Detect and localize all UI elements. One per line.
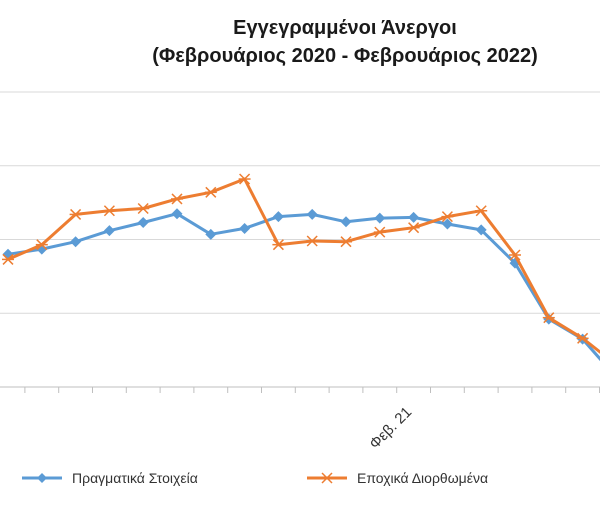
chart-title-line-2: (Φεβρουάριος 2020 - Φεβρουάριος 2022) bbox=[152, 45, 538, 67]
data-point-adjusted bbox=[407, 222, 420, 234]
data-point-actual bbox=[239, 222, 251, 234]
series-line-adjusted bbox=[7, 177, 600, 354]
data-point-actual bbox=[272, 211, 284, 223]
x-tick-label: Φεβ. 21 bbox=[366, 404, 415, 453]
legend-item-adjusted: Εποχικά Διορθωμένα bbox=[305, 470, 488, 486]
series-line-actual bbox=[7, 212, 600, 362]
data-point-adjusted bbox=[137, 202, 150, 215]
data-point-adjusted bbox=[204, 186, 217, 198]
data-point-adjusted bbox=[509, 249, 521, 261]
data-point-adjusted bbox=[373, 226, 386, 238]
data-point-adjusted bbox=[542, 312, 555, 324]
legend-label-adjusted: Εποχικά Διορθωμένα bbox=[357, 470, 489, 486]
data-point-adjusted bbox=[2, 253, 14, 265]
chart-title-line-1: Εγγεγραμμένοι Άνεργοι bbox=[233, 17, 457, 39]
data-point-adjusted bbox=[35, 239, 48, 251]
chart-title: Εγγεγραμμένοι Άνεργοι (Φεβρουάριος 2020 … bbox=[0, 14, 600, 70]
data-point-adjusted bbox=[441, 211, 454, 223]
legend-label-actual: Πραγματικά Στοιχεία bbox=[72, 470, 198, 486]
data-point-actual bbox=[340, 216, 352, 228]
data-point-adjusted bbox=[238, 173, 251, 185]
data-point-actual bbox=[408, 211, 420, 223]
data-point-actual bbox=[475, 224, 487, 236]
data-point-actual bbox=[137, 217, 149, 229]
data-point-adjusted bbox=[475, 205, 488, 217]
data-point-adjusted bbox=[340, 236, 352, 248]
data-point-actual bbox=[374, 212, 386, 224]
legend-swatch-actual bbox=[22, 473, 62, 483]
data-point-actual bbox=[306, 208, 318, 220]
data-point-actual bbox=[70, 236, 82, 248]
data-point-actual bbox=[171, 208, 183, 220]
legend-swatch-adjusted bbox=[307, 472, 347, 484]
data-point-adjusted bbox=[272, 239, 285, 251]
legend-item-actual: Πραγματικά Στοιχεία bbox=[20, 470, 198, 486]
data-point-adjusted bbox=[171, 193, 183, 205]
data-point-adjusted bbox=[103, 205, 116, 217]
data-point-actual bbox=[441, 218, 453, 230]
data-point-adjusted bbox=[576, 332, 589, 344]
data-point-adjusted bbox=[306, 235, 319, 247]
data-point-actual bbox=[205, 228, 217, 240]
data-point-actual bbox=[103, 225, 115, 237]
data-point-adjusted bbox=[69, 208, 82, 220]
